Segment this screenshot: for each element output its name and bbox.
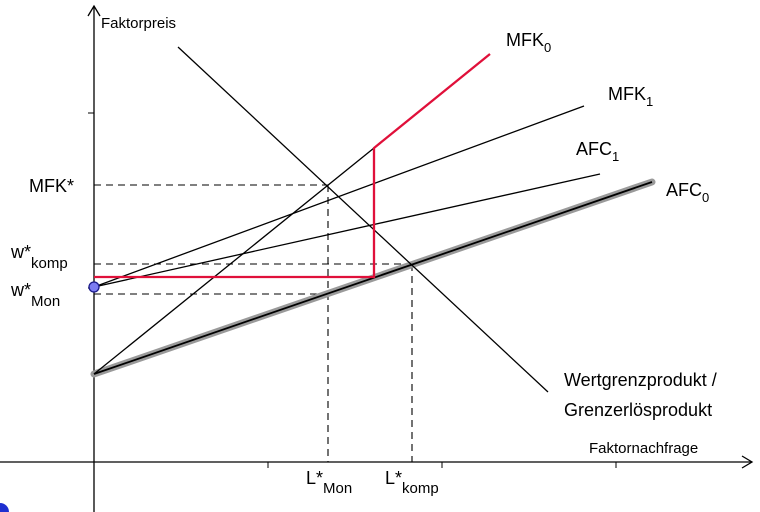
- w-mon-label: w*Mon: [10, 280, 60, 310]
- y-axis-label: Faktorpreis: [101, 15, 176, 32]
- x-axis-arrowhead: [741, 455, 754, 469]
- mfk-star-label: MFK*: [29, 176, 74, 196]
- corner-dot: [0, 503, 9, 512]
- afc1-label: AFC1: [576, 139, 619, 164]
- w-komp-label: w*komp: [10, 242, 68, 272]
- y-axis-arrowhead: [87, 4, 101, 17]
- mfk1-label: MFK1: [608, 84, 653, 109]
- w-mon-point: [88, 281, 100, 293]
- afc1-line: [93, 173, 601, 288]
- wgp-label-line1: Wertgrenzprodukt /: [564, 370, 717, 390]
- afc0-label: AFC0: [666, 180, 709, 205]
- l-mon-label: L*Mon: [306, 468, 352, 497]
- l-komp-label: L*komp: [385, 468, 439, 497]
- wgp-label-line2: Grenzerlösprodukt: [564, 400, 712, 420]
- mfk0-red-path: [94, 53, 491, 279]
- mfk0-label: MFK0: [506, 30, 551, 55]
- mfk0-black-line: [93, 147, 375, 375]
- wertgrenzprodukt-line: [177, 46, 549, 393]
- x-axis-label: Faktornachfrage: [589, 440, 698, 457]
